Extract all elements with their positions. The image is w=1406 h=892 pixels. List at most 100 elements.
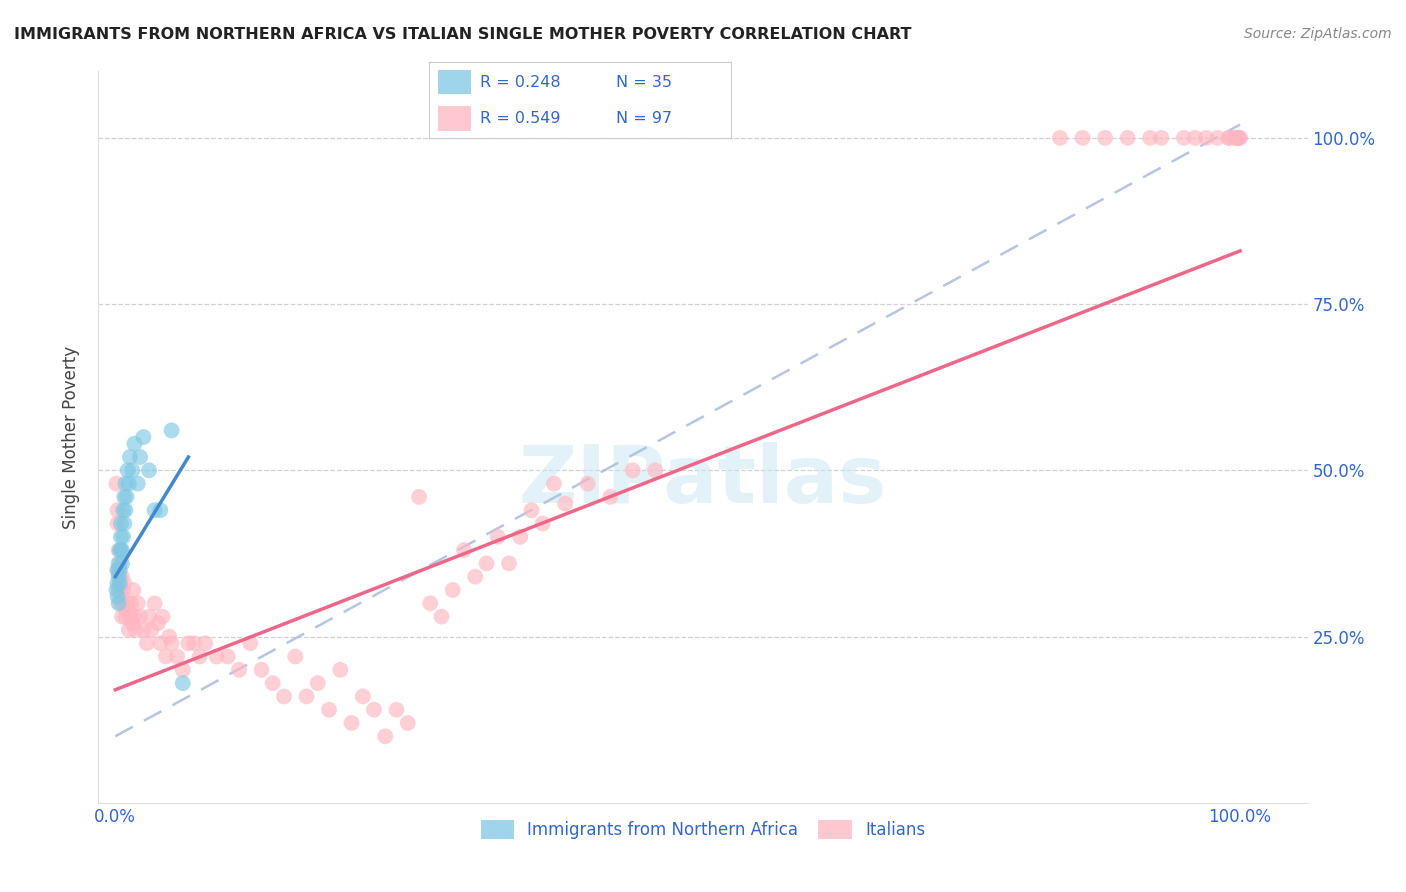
Point (1218, 131, 1240, 145)
Point (127, 476, 149, 491)
Point (108, 557, 131, 571)
Text: R = 0.549: R = 0.549 (481, 111, 561, 126)
Point (295, 690, 318, 704)
Point (160, 636, 183, 650)
Point (520, 503, 543, 517)
Point (554, 497, 576, 511)
Point (621, 463, 644, 477)
Point (385, 703, 408, 717)
Point (107, 576, 129, 591)
Point (1184, 131, 1206, 145)
Point (110, 543, 132, 558)
Point (111, 609, 134, 624)
Point (118, 609, 141, 624)
Point (118, 476, 141, 491)
Point (114, 476, 136, 491)
Point (160, 424, 183, 438)
Point (129, 450, 152, 464)
Point (138, 609, 160, 624)
Point (149, 503, 172, 517)
Point (132, 430, 155, 444)
Point (121, 616, 143, 631)
Point (124, 609, 146, 624)
Point (132, 623, 155, 637)
Point (127, 596, 149, 610)
Point (135, 636, 157, 650)
Point (112, 516, 135, 531)
Point (340, 716, 363, 731)
Point (464, 570, 486, 584)
Point (205, 649, 228, 664)
Bar (437, 70, 471, 95)
Point (1049, 131, 1071, 145)
Point (419, 596, 441, 610)
Point (1116, 131, 1139, 145)
Point (115, 603, 138, 617)
Point (129, 609, 152, 624)
Point (105, 476, 128, 491)
Point (228, 663, 250, 677)
Point (107, 596, 129, 610)
Point (143, 596, 166, 610)
Point (1227, 131, 1250, 145)
Point (430, 609, 453, 624)
Point (363, 703, 385, 717)
Point (576, 476, 599, 491)
Point (1195, 131, 1218, 145)
Point (118, 623, 141, 637)
Point (172, 676, 194, 690)
Point (166, 649, 188, 664)
Text: N = 35: N = 35 (616, 75, 672, 90)
Point (284, 649, 307, 664)
Point (217, 649, 239, 664)
Point (543, 476, 565, 491)
Point (124, 436, 146, 450)
Point (122, 582, 145, 597)
Point (107, 503, 129, 517)
Point (112, 576, 135, 591)
Text: IMMIGRANTS FROM NORTHERN AFRICA VS ITALIAN SINGLE MOTHER POVERTY CORRELATION CHA: IMMIGRANTS FROM NORTHERN AFRICA VS ITALI… (14, 27, 911, 42)
Point (108, 576, 131, 591)
Point (307, 676, 329, 690)
Point (107, 590, 129, 604)
Point (250, 663, 273, 677)
Point (453, 543, 475, 558)
Point (177, 636, 200, 650)
Point (112, 582, 135, 597)
Point (1218, 131, 1240, 145)
Point (262, 676, 284, 690)
Point (111, 570, 134, 584)
Point (111, 543, 134, 558)
Point (1139, 131, 1161, 145)
Point (110, 596, 132, 610)
Point (486, 530, 509, 544)
Legend: Immigrants from Northern Africa, Italians: Immigrants from Northern Africa, Italian… (474, 814, 932, 846)
Point (112, 596, 135, 610)
Point (396, 716, 419, 731)
Point (1094, 131, 1116, 145)
Point (531, 516, 554, 531)
Point (107, 557, 129, 571)
Point (599, 490, 621, 504)
Point (115, 490, 138, 504)
Point (1226, 131, 1249, 145)
Point (1173, 131, 1195, 145)
Point (110, 516, 132, 531)
Point (1206, 131, 1229, 145)
Point (146, 616, 169, 631)
Point (110, 530, 132, 544)
Point (111, 557, 134, 571)
Point (112, 530, 135, 544)
Point (1223, 131, 1246, 145)
Point (157, 630, 180, 644)
Point (105, 582, 128, 597)
Point (1226, 131, 1249, 145)
Point (1150, 131, 1173, 145)
Point (112, 503, 135, 517)
Point (118, 450, 141, 464)
Point (183, 636, 205, 650)
Point (124, 623, 146, 637)
Point (441, 582, 464, 597)
Point (108, 563, 131, 577)
Point (120, 596, 142, 610)
